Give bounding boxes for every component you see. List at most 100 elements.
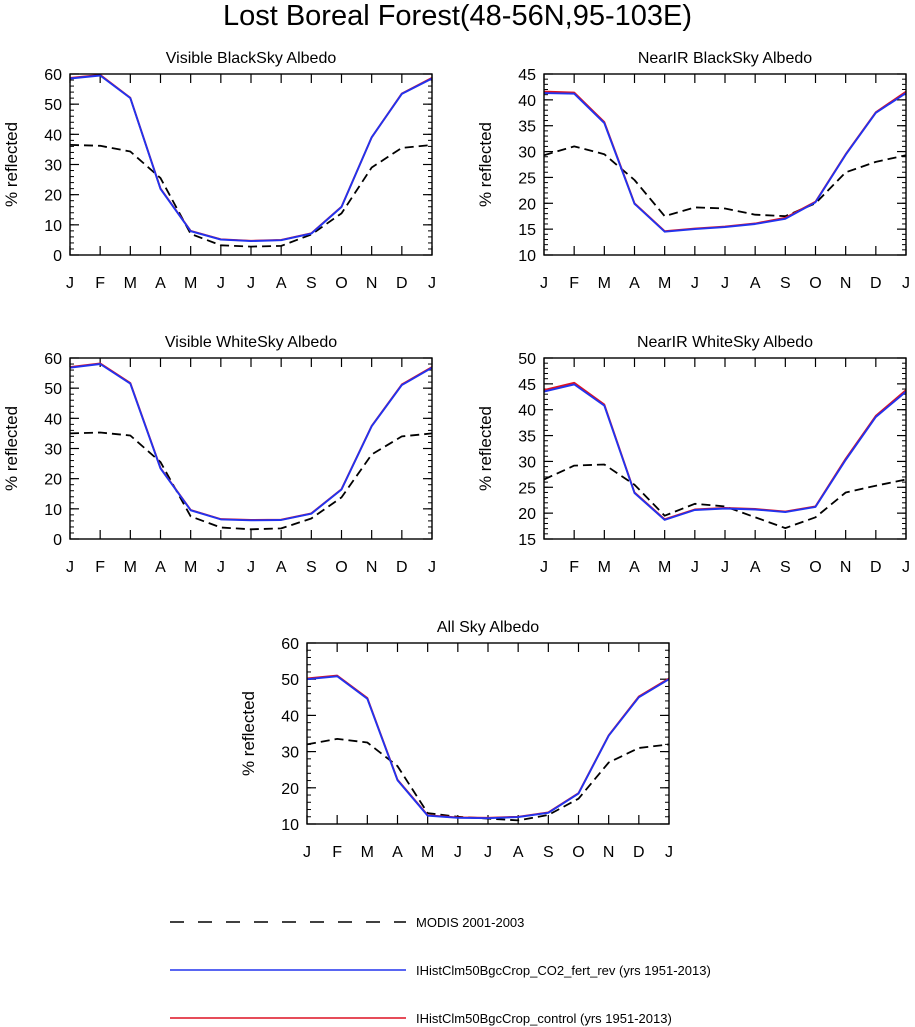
x-tick-label: J [484, 844, 492, 861]
x-tick-label: M [184, 275, 197, 292]
y-tick-label: 30 [518, 145, 536, 162]
y-tick-label: 10 [518, 248, 536, 265]
x-tick-label: J [721, 275, 729, 292]
x-tick-label: J [902, 275, 910, 292]
x-tick-label: J [721, 559, 729, 576]
x-tick-label: S [306, 275, 317, 292]
figure-title: Lost Boreal Forest(48-56N,95-103E) [222, 0, 693, 32]
y-tick-label: 15 [518, 532, 536, 549]
y-tick-label: 10 [281, 817, 299, 834]
x-tick-label: J [247, 559, 255, 576]
y-tick-label: 20 [44, 472, 62, 489]
x-tick-label: J [66, 275, 74, 292]
x-tick-label: S [306, 559, 317, 576]
x-tick-label: N [840, 275, 852, 292]
series-line-modis [69, 144, 433, 248]
x-tick-label: A [276, 275, 287, 292]
x-tick-label: F [95, 275, 105, 292]
panel-title: All Sky Albedo [437, 619, 539, 636]
x-tick-label: N [366, 559, 378, 576]
series-line-modis [543, 145, 907, 218]
plot-frame [306, 642, 670, 825]
x-tick-label: D [396, 275, 408, 292]
y-axis-label: % reflected [476, 122, 495, 207]
legend: MODIS 2001-2003 IHistClm50BgcCrop_CO2_fer… [170, 915, 711, 1026]
series-line-control [69, 73, 433, 242]
x-tick-label: S [780, 275, 791, 292]
y-tick-label: 20 [281, 781, 299, 798]
x-tick-label: J [691, 275, 699, 292]
x-tick-label: A [750, 275, 761, 292]
x-tick-label: A [750, 559, 761, 576]
panel-title: Visible BlackSky Albedo [166, 50, 337, 67]
plot-frame [543, 357, 907, 540]
y-tick-label: 40 [44, 411, 62, 428]
chart-panel-5: All Sky Albedo % reflected 10 20 30 40 50 60 J F M… [239, 619, 673, 861]
y-tick-label: 25 [518, 480, 536, 497]
x-tick-label: O [335, 559, 347, 576]
x-tick-label: O [809, 559, 821, 576]
y-tick-label: 20 [518, 196, 536, 213]
y-axis-label: % reflected [2, 122, 21, 207]
y-tick-label: 60 [44, 351, 62, 368]
x-tick-label: J [691, 559, 699, 576]
y-tick-label: 45 [518, 377, 536, 394]
x-tick-label: J [540, 275, 548, 292]
x-tick-label: A [513, 844, 524, 861]
y-axis-label: % reflected [239, 691, 258, 776]
panel-title: NearIR BlackSky Albedo [638, 50, 812, 67]
series-line-co2-fert-rev [306, 675, 670, 820]
series-line-control [69, 362, 433, 521]
x-tick-label: J [902, 559, 910, 576]
x-tick-label: S [780, 559, 791, 576]
x-tick-label: F [332, 844, 342, 861]
chart-panel-4: NearIR WhiteSky Albedo % reflected 15 20 25 3… [476, 334, 910, 576]
series-line-modis [306, 738, 670, 822]
y-tick-label: 10 [44, 218, 62, 235]
y-axis-label: % reflected [476, 406, 495, 491]
chart-panel-2: NearIR BlackSky Albedo % reflected 10 15 20 2… [476, 50, 910, 292]
x-tick-label: M [361, 844, 374, 861]
x-tick-label: A [155, 559, 166, 576]
y-tick-label: 20 [44, 188, 62, 205]
y-tick-label: 50 [281, 672, 299, 689]
legend-item: MODIS 2001-2003 [170, 915, 524, 930]
x-tick-label: D [396, 559, 408, 576]
y-tick-label: 40 [518, 403, 536, 420]
x-tick-label: D [870, 275, 882, 292]
x-tick-label: J [217, 559, 225, 576]
x-tick-label: N [840, 559, 852, 576]
panel-title: NearIR WhiteSky Albedo [637, 334, 813, 351]
y-tick-label: 50 [44, 381, 62, 398]
y-tick-label: 60 [44, 67, 62, 84]
y-tick-label: 20 [518, 506, 536, 523]
y-tick-label: 25 [518, 170, 536, 187]
plot-frame [69, 357, 433, 540]
series-line-co2-fert-rev [543, 92, 907, 233]
series-line-control [543, 90, 907, 233]
x-tick-label: J [247, 275, 255, 292]
y-tick-label: 35 [518, 429, 536, 446]
x-tick-label: J [454, 844, 462, 861]
x-tick-label: J [665, 844, 673, 861]
x-tick-label: M [184, 559, 197, 576]
y-tick-label: 45 [518, 67, 536, 84]
x-tick-label: M [598, 559, 611, 576]
x-tick-label: O [809, 275, 821, 292]
legend-item: IHistClm50BgcCrop_CO2_fert_rev (yrs 1951… [170, 963, 711, 978]
x-tick-label: J [66, 559, 74, 576]
x-tick-label: O [335, 275, 347, 292]
x-tick-label: M [658, 275, 671, 292]
x-tick-label: M [421, 844, 434, 861]
x-tick-label: A [629, 559, 640, 576]
series-line-co2-fert-rev [69, 363, 433, 522]
y-tick-label: 10 [44, 502, 62, 519]
x-tick-label: S [543, 844, 554, 861]
plot-frame [69, 73, 433, 256]
y-tick-label: 50 [518, 351, 536, 368]
x-tick-label: N [603, 844, 615, 861]
x-tick-label: F [569, 275, 579, 292]
series-line-modis [69, 431, 433, 531]
y-tick-label: 60 [281, 636, 299, 653]
